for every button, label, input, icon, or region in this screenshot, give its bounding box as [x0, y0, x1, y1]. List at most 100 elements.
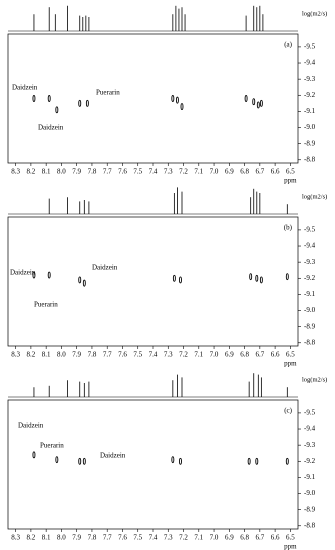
x-tick-label: 7.0	[210, 351, 219, 359]
y-tick-label: -9.0	[304, 123, 316, 131]
x-tick-label: 7.4	[149, 534, 158, 542]
x-tick-label: 7.5	[133, 351, 142, 359]
y-tick-label: -9.1	[304, 290, 316, 298]
x-tick-label: 6.8	[240, 168, 249, 176]
y-tick-label: -9.4	[304, 59, 316, 67]
x-tick-label: 7.3	[164, 534, 173, 542]
x-tick-label: 7.8	[88, 351, 97, 359]
x-tick-label: 7.6	[118, 351, 127, 359]
x-tick-label: 6.5	[286, 168, 295, 176]
x-tick-label: 7.1	[194, 534, 203, 542]
y-tick-label: -9.0	[304, 306, 316, 314]
compound-label: Puerarin	[40, 442, 64, 450]
diffusion-spot	[55, 456, 59, 464]
y-tick-label: -9.3	[304, 441, 316, 449]
plot-frame	[7, 33, 299, 164]
y-tick-label: -8.8	[304, 521, 316, 529]
x-tick-label: 7.9	[72, 351, 81, 359]
diffusion-spot	[32, 451, 36, 459]
x-axis-label: ppm	[284, 360, 297, 368]
panel-label: (c)	[284, 407, 292, 415]
x-tick-label: 8.2	[27, 534, 36, 542]
x-tick-label: 8.1	[42, 534, 51, 542]
diffusion-spot	[179, 457, 182, 465]
x-tick-label: 7.2	[179, 351, 188, 359]
diffusion-spot	[55, 106, 59, 114]
diffusion-spot	[85, 99, 89, 107]
diffusion-spot	[82, 457, 86, 465]
x-tick-label: 7.7	[103, 168, 112, 176]
x-tick-label: 6.9	[225, 534, 234, 542]
x-tick-label: 8.3	[11, 351, 20, 359]
diffusion-spot	[171, 456, 175, 464]
x-axis-label: ppm	[284, 177, 297, 185]
x-tick-label: 6.6	[271, 351, 280, 359]
diffusion-spot	[249, 273, 253, 281]
compound-label: Daidzein	[12, 84, 38, 92]
x-tick-label: 7.2	[179, 534, 188, 542]
diffusion-spot	[244, 95, 248, 102]
x-tick-label: 7.0	[210, 168, 219, 176]
y-tick-label: -9.5	[304, 226, 316, 234]
plot-frame	[7, 216, 299, 347]
x-tick-label: 6.5	[286, 534, 295, 542]
x-tick-label: 7.9	[72, 534, 81, 542]
diffusion-spot	[247, 457, 251, 465]
y-axis-label: log(m2/s)	[302, 193, 327, 200]
x-tick-label: 7.9	[72, 168, 81, 176]
x-tick-label: 7.0	[210, 534, 219, 542]
y-tick-label: -8.9	[304, 505, 316, 513]
y-tick-label: -8.9	[304, 139, 316, 147]
x-tick-label: 7.3	[164, 168, 173, 176]
diffusion-spot	[180, 103, 184, 111]
y-tick-label: -8.8	[304, 338, 316, 346]
x-tick-label: 8.1	[42, 168, 51, 176]
plot-frame	[7, 399, 299, 530]
compound-label: Puerarin	[96, 89, 120, 97]
x-tick-label: 7.1	[194, 168, 203, 176]
x-tick-label: 7.5	[133, 168, 142, 176]
y-tick-label: -9.3	[304, 258, 316, 266]
y-tick-label: -9.4	[304, 425, 316, 433]
x-tick-label: 7.7	[103, 351, 112, 359]
panel-label: (b)	[284, 224, 293, 232]
y-tick-label: -9.2	[304, 274, 316, 282]
diffusion-spot	[32, 271, 36, 279]
diffusion-spot	[171, 95, 175, 102]
y-tick-label: -8.9	[304, 322, 316, 330]
diffusion-spot	[259, 99, 263, 107]
y-tick-label: -9.1	[304, 473, 316, 481]
diffusion-spot	[285, 457, 289, 465]
compound-label: Daidzein	[100, 452, 126, 460]
x-tick-label: 6.9	[225, 168, 234, 176]
diffusion-spot	[252, 98, 256, 106]
x-tick-label: 6.6	[271, 168, 280, 176]
y-tick-label: -9.1	[304, 107, 316, 115]
x-tick-label: 6.8	[240, 351, 249, 359]
y-axis-label: log(m2/s)	[302, 10, 327, 17]
panel-label: (a)	[284, 41, 292, 49]
y-tick-label: -8.8	[304, 155, 316, 163]
x-tick-label: 8.0	[57, 351, 66, 359]
diffusion-spot	[179, 276, 182, 284]
diffusion-spot	[285, 273, 289, 281]
diffusion-spot	[82, 279, 86, 287]
x-tick-label: 7.4	[149, 168, 158, 176]
diffusion-spot	[78, 276, 82, 284]
diffusion-spot	[47, 271, 51, 279]
x-tick-label: 8.2	[27, 351, 36, 359]
x-tick-label: 8.1	[42, 351, 51, 359]
x-tick-label: 6.8	[240, 534, 249, 542]
y-axis-label: log(m2/s)	[302, 376, 327, 383]
x-tick-label: 6.9	[225, 351, 234, 359]
diffusion-spot	[255, 274, 259, 282]
x-tick-label: 7.3	[164, 351, 173, 359]
diffusion-spot	[255, 457, 259, 465]
x-tick-label: 8.0	[57, 534, 66, 542]
diffusion-spot	[172, 274, 176, 282]
x-tick-label: 6.6	[271, 534, 280, 542]
x-tick-label: 6.7	[255, 351, 264, 359]
x-tick-label: 7.5	[133, 534, 142, 542]
compound-label: Daidzein	[18, 422, 44, 430]
compound-label: Daidzein	[10, 269, 36, 277]
